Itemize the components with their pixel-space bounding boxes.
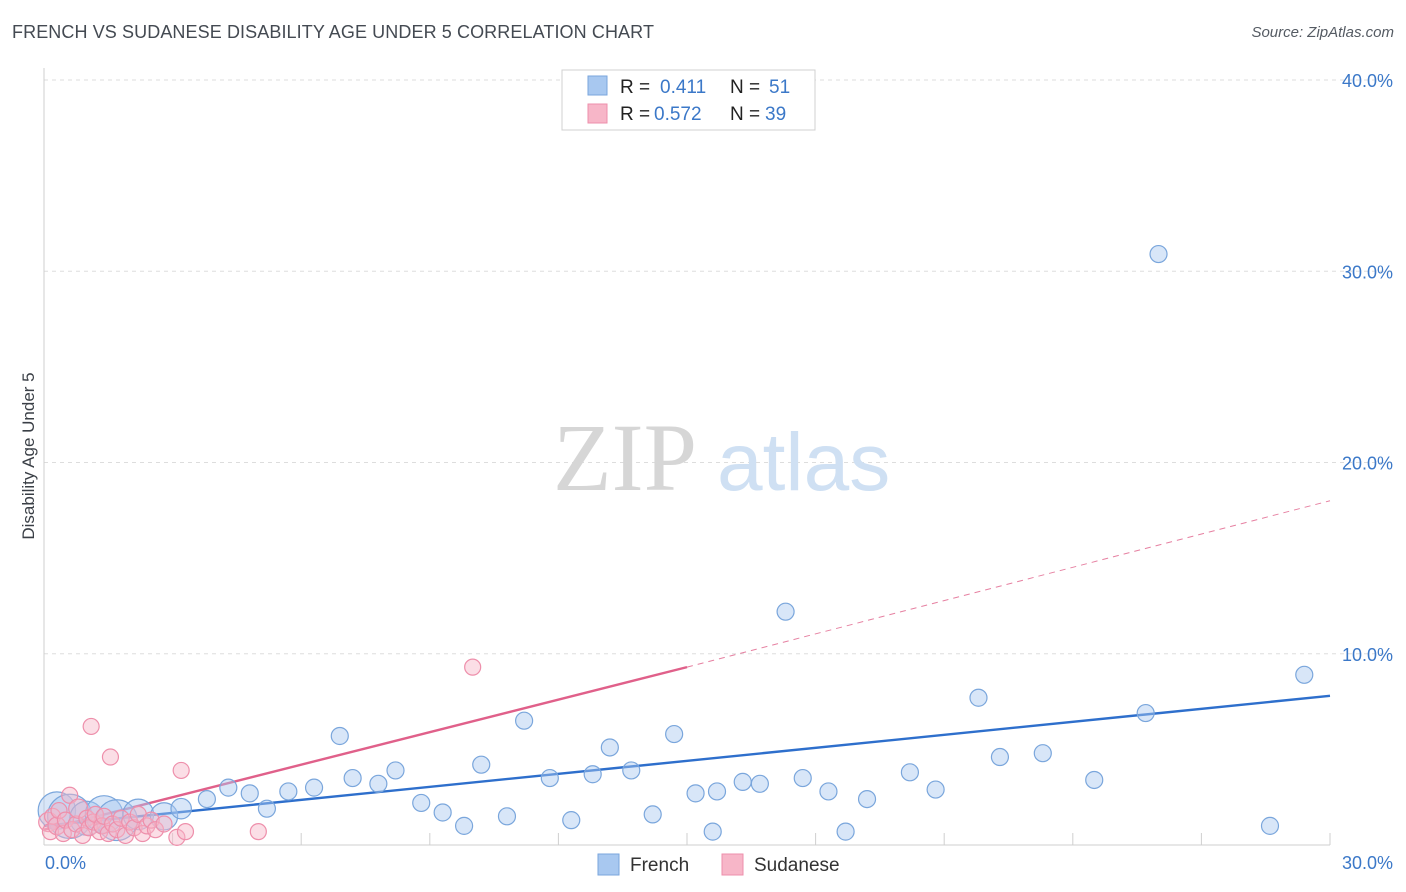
french-point <box>122 798 155 831</box>
x-tick-label: 30.0% <box>1342 853 1393 873</box>
french-point <box>304 778 324 797</box>
french-point <box>1033 744 1052 763</box>
french-point <box>412 793 431 813</box>
french-point <box>1260 816 1280 835</box>
sudanese-point <box>464 658 482 676</box>
bottom-legend-swatch-sudanese <box>721 853 744 876</box>
sudanese-point <box>142 811 160 829</box>
sudanese-point <box>155 815 173 833</box>
legend-r-label-sudanese: R = <box>620 104 650 125</box>
french-point <box>170 797 192 820</box>
y-axis-title: Disability Age Under 5 <box>19 372 38 539</box>
french-point <box>1085 770 1104 790</box>
sudanese-point <box>82 717 100 736</box>
x-tick-label: 0.0% <box>45 853 86 873</box>
sudanese-point <box>125 819 143 837</box>
sudanese-point <box>168 828 186 846</box>
french-point <box>219 778 238 797</box>
french-point <box>926 780 945 799</box>
sudanese-point <box>56 811 75 829</box>
french-point <box>969 688 988 707</box>
french-point <box>369 774 388 793</box>
sudanese-point <box>50 801 68 820</box>
trend-lines <box>43 500 1331 831</box>
sudanese-point <box>146 821 165 839</box>
french-point <box>1149 244 1168 264</box>
bottom-legend-label-french: French <box>630 855 689 876</box>
y-tick-label: 30.0% <box>1342 262 1393 282</box>
y-tick-label: 10.0% <box>1342 645 1393 665</box>
tick-labels: 10.0% 20.0% 30.0% 40.0% 0.0% 30.0% <box>45 71 1393 873</box>
sudanese-point <box>101 748 120 766</box>
french-point <box>472 755 491 774</box>
source-label: Source: ZipAtlas.com <box>1251 24 1394 41</box>
french-point <box>1295 665 1314 684</box>
french-point <box>707 782 727 801</box>
sudanese-point <box>172 761 190 780</box>
french-point <box>279 782 298 801</box>
french-point <box>857 789 877 809</box>
legend-swatch-french <box>587 75 608 96</box>
french-point <box>665 724 684 744</box>
legend-swatch-sudanese <box>587 103 608 124</box>
legend-n-label-french: N = <box>730 77 760 98</box>
french-point <box>540 768 559 788</box>
french-point <box>1136 703 1155 723</box>
legend-n-value-french: 51 <box>769 77 790 98</box>
sudanese-point <box>176 823 195 841</box>
sudanese-point <box>54 824 72 843</box>
french-point <box>836 822 855 841</box>
watermark: ZIP atlas <box>553 404 890 511</box>
french-point <box>703 822 722 841</box>
french-point <box>562 811 581 830</box>
legend-r-value-sudanese: 0.572 <box>654 104 702 125</box>
watermark-zip: ZIP <box>553 404 697 511</box>
sudanese-trend-extension <box>686 500 1331 668</box>
french-point <box>776 602 795 621</box>
french-point <box>497 807 517 826</box>
y-tick-label: 20.0% <box>1342 454 1393 474</box>
french-point <box>819 782 838 801</box>
legend-r-label-french: R = <box>620 77 650 98</box>
bottom-legend-swatch-french <box>597 853 620 876</box>
french-point <box>386 761 405 780</box>
french-point <box>515 711 534 730</box>
sudanese-point <box>112 809 130 827</box>
french-point <box>343 768 362 788</box>
data-points <box>37 244 1314 846</box>
bottom-legend: French Sudanese <box>597 853 840 876</box>
french-point <box>733 772 752 791</box>
sudanese-trend-line <box>43 665 688 831</box>
bottom-legend-label-sudanese: Sudanese <box>754 855 840 876</box>
chart-title: FRENCH VS SUDANESE DISABILITY AGE UNDER … <box>12 22 655 42</box>
y-tick-label: 40.0% <box>1342 71 1393 91</box>
french-point <box>330 726 349 746</box>
french-point <box>990 747 1010 767</box>
axes <box>43 68 1330 846</box>
french-point <box>197 789 216 809</box>
watermark-atlas: atlas <box>717 417 890 508</box>
grid <box>44 79 1392 845</box>
french-point <box>750 774 769 793</box>
french-point <box>600 738 619 757</box>
french-point <box>793 768 812 788</box>
french-point <box>686 784 705 803</box>
french-point <box>454 816 474 835</box>
legend: R = 0.411 N = 51 R = 0.572 N = 39 <box>561 69 816 131</box>
french-trend-line <box>43 694 1331 828</box>
legend-n-value-sudanese: 39 <box>765 104 786 125</box>
french-point <box>240 784 259 803</box>
sudanese-point <box>43 807 62 825</box>
legend-n-label-sudanese: N = <box>730 104 760 125</box>
sudanese-point <box>99 824 117 843</box>
sudanese-point <box>249 823 267 841</box>
french-point <box>643 805 662 824</box>
french-point <box>622 761 641 780</box>
french-point <box>433 803 452 822</box>
french-point <box>900 763 920 782</box>
french-point <box>583 765 602 784</box>
french-point <box>257 799 277 818</box>
legend-r-value-french: 0.411 <box>660 77 706 98</box>
